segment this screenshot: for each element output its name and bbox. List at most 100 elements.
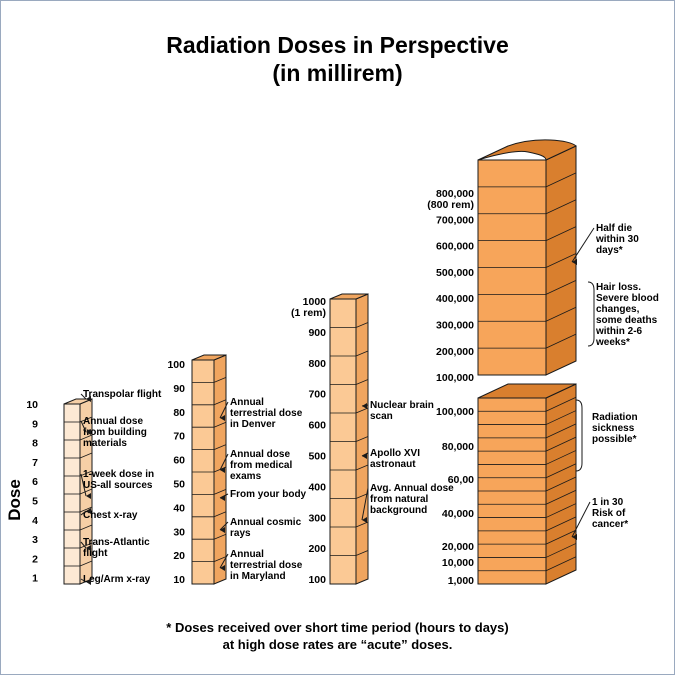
arrowhead — [86, 396, 91, 402]
column-segment-line — [545, 503, 577, 518]
annotation-arrow — [219, 401, 229, 419]
column-segment-line — [213, 556, 227, 562]
title: Radiation Doses in Perspective — [166, 32, 509, 58]
annotation-text: background — [370, 505, 427, 516]
tick-label: 1000 — [303, 296, 327, 308]
column-segment-line — [545, 529, 577, 545]
tick-label: 3 — [32, 534, 38, 546]
arrowhead — [220, 565, 225, 571]
column-segment-line — [79, 452, 93, 459]
column-segment-line — [213, 399, 227, 406]
bracket — [587, 281, 595, 347]
column-segment-line — [355, 493, 369, 499]
tick-label: 80 — [173, 407, 185, 419]
tick-label: 5 — [32, 496, 38, 508]
arrowhead — [86, 508, 91, 514]
tick-label: 60 — [173, 455, 185, 467]
annotation-text: Avg. Annual dose — [370, 483, 454, 494]
tick-label: 100 — [167, 359, 185, 371]
arrowhead — [572, 534, 577, 540]
tick-label: 500 — [308, 451, 326, 463]
tick-label: 90 — [173, 383, 185, 395]
arrowhead — [220, 527, 225, 533]
annotation-text: from medical — [230, 460, 292, 471]
column-segment-line — [545, 333, 577, 349]
annotation-text: astronaut — [370, 459, 416, 470]
annotation-text: terrestrial dose — [230, 560, 303, 571]
annotation-text: some deaths — [596, 315, 658, 326]
annotation-arrow — [80, 393, 87, 400]
tick-label: 100,000 — [436, 406, 474, 418]
column-segment-line — [213, 489, 227, 495]
annotation-text: terrestrial dose — [230, 408, 303, 419]
annotation-text: within 30 — [595, 234, 639, 245]
annotation-text: rays — [230, 528, 251, 539]
annotation-text: changes, — [596, 304, 640, 315]
column-segment-line — [213, 533, 227, 540]
annotation-text: Transpolar flight — [83, 389, 162, 400]
annotation-arrow — [80, 473, 87, 497]
column-segment-line — [545, 253, 577, 268]
tick-label: 800 — [308, 358, 326, 370]
annotation-text: 1 in 30 — [592, 497, 624, 508]
annotation-arrow — [219, 553, 229, 569]
tick-label: 4 — [32, 515, 38, 527]
annotation-text: Chest x-ray — [83, 510, 138, 521]
annotation-text: Annual dose — [230, 449, 290, 460]
column-segment-line — [355, 379, 369, 385]
tick-label: 6 — [32, 476, 38, 488]
arrowhead — [362, 403, 367, 409]
column-segment-line — [79, 560, 93, 567]
tick-label: 600,000 — [436, 241, 474, 253]
tick-sublabel: (800 rem) — [427, 199, 474, 211]
tick-label: 10 — [26, 399, 38, 411]
tick-label: 800,000 — [436, 188, 474, 200]
tick-label: 300 — [308, 512, 326, 524]
tick-label: 40 — [173, 502, 185, 514]
arrowhead — [572, 259, 577, 265]
column-segment-line — [79, 488, 93, 495]
annotation-text: cancer* — [592, 519, 628, 530]
column-segment-line — [355, 436, 369, 442]
column-segment-line — [545, 556, 577, 572]
column-top-face — [477, 139, 577, 161]
annotation-text: from building — [83, 427, 147, 438]
tick-label: 10,000 — [442, 557, 474, 569]
column-segment-line — [213, 511, 227, 518]
annotation-text: Hair loss. — [596, 282, 641, 293]
column-segment-line — [545, 396, 577, 412]
tick-label: 70 — [173, 431, 185, 443]
footnote-line-1: * Doses received over short time period … — [166, 620, 509, 635]
column-segment-line — [545, 172, 577, 188]
column-top-face — [329, 293, 369, 300]
annotation-arrow — [80, 578, 87, 583]
annotation-text: sickness — [592, 423, 635, 434]
column-segment-line — [213, 377, 227, 383]
tick-label: 10 — [173, 574, 185, 586]
tick-label: 2 — [32, 553, 38, 565]
tick-label: 300,000 — [436, 320, 474, 332]
annotation-arrow — [571, 227, 595, 263]
column-segment-line — [545, 436, 577, 452]
annotation-text: Radiation — [592, 412, 638, 423]
column-top-face — [477, 383, 577, 399]
dose-axis-label: Dose — [5, 479, 24, 521]
annotation-text: possible* — [592, 434, 637, 445]
column-segment-line — [545, 280, 577, 295]
annotation-arrow — [361, 487, 369, 521]
annotation-text: Annual — [230, 397, 264, 408]
annotation-text: Severe blood — [596, 293, 659, 304]
annotation-text: within 2-6 — [595, 326, 643, 337]
column-segment-line — [545, 226, 577, 241]
column-segment-line — [545, 450, 577, 465]
annotation-text: 1-week dose in — [83, 469, 154, 480]
annotation: Leg/Arm x-ray — [80, 574, 151, 585]
